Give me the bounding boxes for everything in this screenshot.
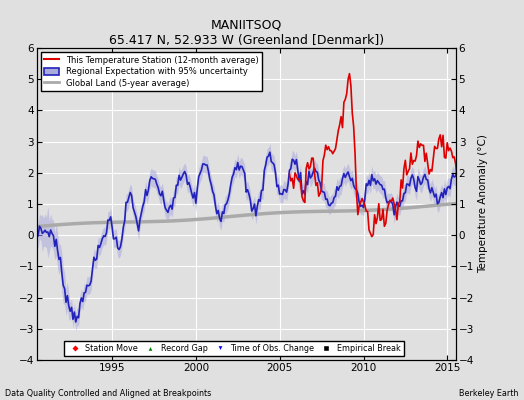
Title: MANIITSOQ
65.417 N, 52.933 W (Greenland [Denmark]): MANIITSOQ 65.417 N, 52.933 W (Greenland … — [108, 19, 384, 47]
Y-axis label: Temperature Anomaly (°C): Temperature Anomaly (°C) — [478, 134, 488, 274]
Legend: Station Move, Record Gap, Time of Obs. Change, Empirical Break: Station Move, Record Gap, Time of Obs. C… — [64, 340, 403, 356]
Text: Berkeley Earth: Berkeley Earth — [460, 389, 519, 398]
Text: Data Quality Controlled and Aligned at Breakpoints: Data Quality Controlled and Aligned at B… — [5, 389, 212, 398]
